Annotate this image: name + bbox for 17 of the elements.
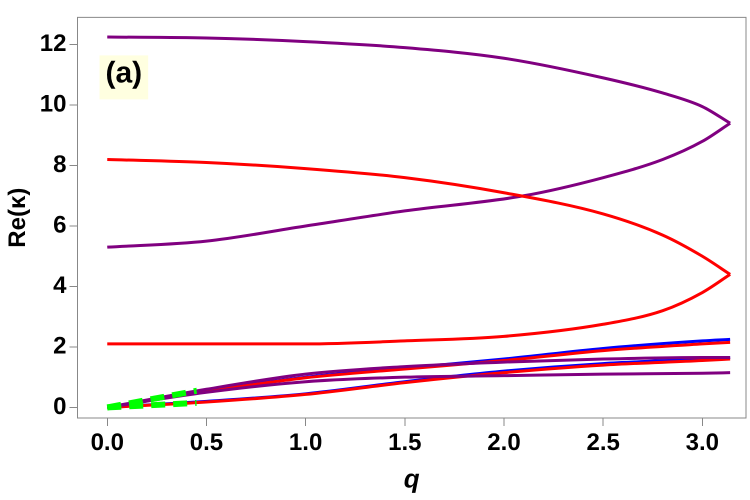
x-tick-label: 2.5: [586, 429, 620, 456]
y-tick-label: 8: [53, 151, 66, 178]
y-tick-label: 4: [53, 272, 68, 300]
x-tick-label: 0.5: [190, 429, 224, 456]
y-tick-label: 0: [53, 393, 66, 420]
y-tick-label: 12: [40, 30, 66, 58]
y-tick-label: 2: [53, 332, 66, 360]
annotation: (a): [105, 56, 142, 90]
x-axis-title: q: [404, 464, 420, 494]
x-tick-label: 2.0: [487, 429, 521, 456]
x-tick-label: 1.0: [288, 429, 322, 456]
x-tick-label: 1.5: [388, 429, 422, 456]
y-axis-title: Re(κ): [4, 188, 32, 248]
y-tick-label: 6: [53, 212, 66, 239]
x-tick-label: 3.0: [686, 429, 720, 456]
y-tick-label: 10: [40, 90, 66, 118]
x-tick-label: 0.0: [90, 429, 124, 456]
